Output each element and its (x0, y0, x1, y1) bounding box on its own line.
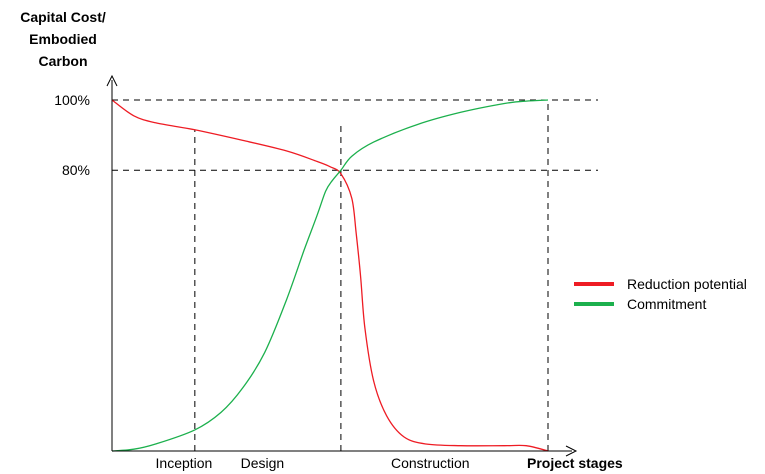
y-axis-label-line-2: Embodied (29, 31, 97, 47)
legend: Reduction potential Commitment (574, 274, 747, 314)
axes (106, 74, 578, 457)
legend-item-commitment: Commitment (574, 294, 747, 314)
legend-label-reduction: Reduction potential (627, 276, 747, 292)
legend-label-commitment: Commitment (627, 296, 707, 312)
legend-swatch-reduction (574, 282, 614, 286)
stage-label-0: Inception (156, 455, 213, 471)
stage-label-2: Construction (391, 455, 470, 471)
y-tick-label-100: 100% (54, 92, 90, 108)
y-axis-label: Capital Cost/ Embodied Carbon (8, 6, 118, 72)
tick-labels: 100% 80% Inception Design Construction Projec… (54, 92, 623, 471)
y-axis-label-line-3: Carbon (38, 53, 88, 69)
y-axis-label-line-1: Capital Cost/ (20, 9, 106, 25)
x-axis-label: Project stages (527, 455, 623, 471)
series-line-commitment (111, 99, 549, 452)
stage-label-1: Design (241, 455, 285, 471)
series-line-reduction-potential (111, 99, 549, 452)
y-tick-label-80: 80% (62, 162, 90, 178)
gridlines (112, 99, 598, 451)
series-lines (111, 99, 549, 452)
legend-item-reduction: Reduction potential (574, 274, 747, 294)
legend-swatch-commitment (574, 302, 614, 306)
y-axis-arrow (106, 74, 118, 87)
x-axis-arrow (565, 445, 578, 457)
